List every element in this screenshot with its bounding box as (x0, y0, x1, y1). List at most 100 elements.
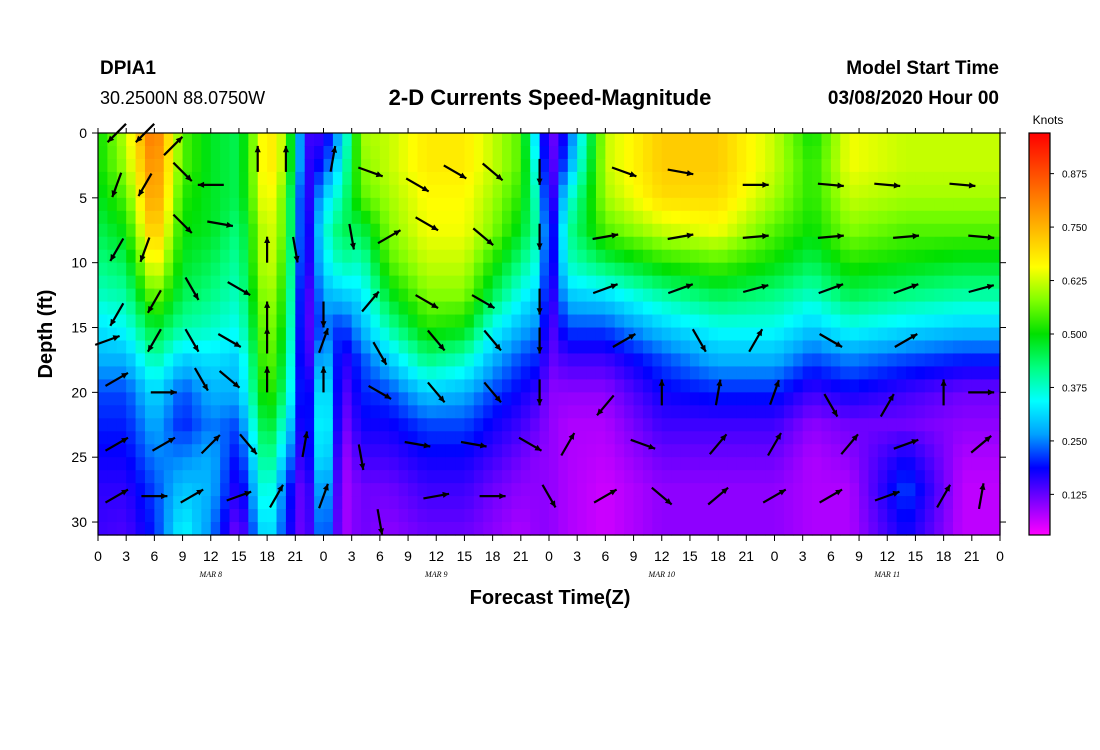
heatmap-cell (971, 301, 982, 316)
heatmap-cell (577, 275, 588, 290)
heatmap-cell (276, 366, 287, 380)
heatmap-cell (455, 158, 466, 173)
heatmap-cell (229, 288, 240, 303)
heatmap-cell (492, 353, 503, 368)
heatmap-cell (126, 314, 137, 329)
heatmap-cell (906, 379, 917, 393)
heatmap-cell (915, 431, 926, 445)
heatmap-cell (248, 340, 259, 355)
heatmap-cell (755, 145, 766, 160)
current-vector (254, 145, 261, 172)
heatmap-cell (502, 353, 513, 368)
vector-head (762, 233, 769, 240)
current-vector (823, 393, 839, 418)
heatmap-cell (295, 171, 306, 186)
heatmap-cell (699, 314, 710, 329)
heatmap-cell (107, 197, 118, 212)
heatmap-cell (783, 379, 794, 393)
heatmap-cell (107, 275, 118, 290)
heatmap-cell (126, 522, 137, 536)
heatmap-cell (304, 301, 315, 316)
heatmap-cell (445, 483, 456, 497)
heatmap-cell (549, 353, 559, 368)
heatmap-cell (962, 483, 973, 497)
vector-head (831, 409, 838, 417)
heatmap-cell (877, 197, 888, 212)
heatmap-cell (342, 223, 353, 238)
heatmap-cell (953, 405, 964, 419)
heatmap-cell (539, 444, 550, 458)
heatmap-cell (502, 457, 513, 471)
heatmap-cell (342, 522, 353, 536)
heatmap-cell (708, 249, 719, 264)
heatmap-cell (605, 405, 616, 419)
heatmap-cell (614, 340, 625, 355)
heatmap-cell (746, 184, 757, 199)
heatmap-cell (220, 197, 231, 212)
heatmap-cell (511, 249, 522, 264)
heatmap-cell (689, 262, 700, 277)
heatmap-cell (408, 405, 419, 419)
heatmap-cell (445, 301, 456, 316)
heatmap-cell (840, 327, 851, 342)
heatmap-cell (276, 197, 287, 212)
heatmap-cell (520, 236, 531, 251)
heatmap-cell (530, 133, 541, 147)
heatmap-cell (379, 457, 390, 471)
heatmap-cell (361, 314, 372, 329)
heatmap-cell (539, 314, 550, 329)
heatmap-cell (539, 457, 550, 471)
heatmap-cell (849, 340, 860, 355)
heatmap-cell (943, 457, 954, 471)
heatmap-cell (877, 223, 888, 238)
heatmap-cell (689, 171, 700, 186)
heatmap-cell (342, 496, 353, 510)
current-vector (151, 436, 176, 452)
heatmap-cell (144, 262, 155, 277)
heatmap-cell (793, 145, 804, 160)
heatmap-cell (614, 366, 625, 380)
heatmap-cell (191, 483, 202, 497)
heatmap-cell (718, 496, 729, 510)
heatmap-cell (191, 275, 202, 290)
heatmap-cell (896, 262, 907, 277)
heatmap-cell (361, 184, 372, 199)
heatmap-cell (361, 418, 372, 432)
heatmap-cell (276, 314, 287, 329)
heatmap-cell (126, 366, 137, 380)
heatmap-cell (971, 392, 982, 406)
heatmap-cell (887, 145, 898, 160)
heatmap-cell (464, 210, 475, 225)
heatmap-cell (436, 288, 447, 303)
heatmap-cell (473, 392, 484, 406)
heatmap-cell (689, 418, 700, 432)
heatmap-cell (426, 301, 437, 316)
heatmap-cell (821, 275, 832, 290)
heatmap-cell (398, 184, 409, 199)
heatmap-cell (624, 262, 635, 277)
heatmap-cell (642, 249, 653, 264)
heatmap-cell (539, 262, 550, 277)
heatmap-cell (126, 457, 137, 471)
heatmap-cell (924, 457, 935, 471)
heatmap-cell (361, 340, 372, 355)
heatmap-cell (755, 431, 766, 445)
heatmap-cell (906, 418, 917, 432)
heatmap-cell (586, 509, 597, 523)
heatmap-cell (445, 171, 456, 186)
heatmap-cell (793, 444, 804, 458)
heatmap-cell (323, 522, 334, 536)
current-vector (218, 370, 241, 389)
heatmap-cell (116, 522, 127, 536)
heatmap-cell (661, 509, 672, 523)
heatmap-cell (765, 288, 776, 303)
heatmap-cell (661, 158, 672, 173)
heatmap-cell (191, 249, 202, 264)
heatmap-cell (201, 314, 212, 329)
heatmap-cell (924, 496, 935, 510)
heatmap-cell (577, 418, 588, 432)
current-vector (320, 366, 327, 393)
heatmap-cell (173, 288, 184, 303)
heatmap-cell (361, 353, 372, 368)
heatmap-cell (567, 483, 578, 497)
